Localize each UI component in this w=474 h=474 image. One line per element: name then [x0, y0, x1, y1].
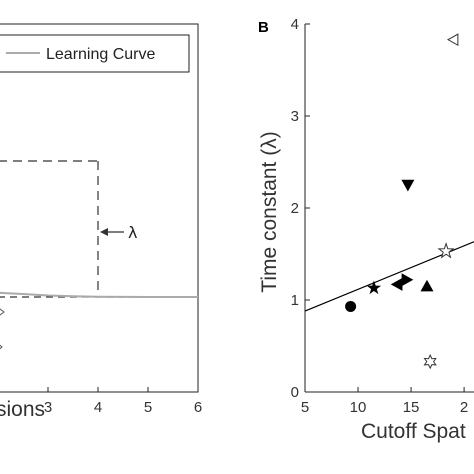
panel-b-y-tick-label: 3: [291, 108, 299, 125]
panel-a-x-tick-label: 3: [44, 399, 52, 416]
panel-b-y-label: Time constant (λ): [258, 131, 281, 292]
data-point-triangle-up-filled: [420, 279, 434, 292]
data-point-triangle-left-outline: [446, 33, 459, 46]
data-point-circle-filled: [345, 300, 357, 312]
panel-b: B 0 1 2 3 4 5 10 15 2 Time constant (λ) Cutoff …: [258, 16, 474, 443]
panel-b-x-tick-label: 5: [301, 399, 309, 416]
panel-b-x-ticks: 5 10 15 2: [301, 387, 468, 416]
lambda-label: λ: [128, 223, 137, 242]
panel-b-y-tick-label: 4: [291, 16, 299, 33]
lambda-arrow-head: [100, 228, 108, 236]
panel-a: 3 4 5 6 Learning Curve λ sions: [0, 23, 202, 421]
data-point-star-outline: [437, 242, 455, 259]
cutoff-marker: [0, 308, 5, 316]
panel-b-letter: B: [258, 19, 269, 36]
scatter-points: [345, 33, 459, 370]
panel-a-x-tick-label: 6: [194, 399, 202, 416]
panel-b-x-tick-label: 10: [350, 399, 367, 416]
panel-b-y-ticks: 0 1 2 3 4: [291, 16, 310, 401]
panel-b-axes: [304, 24, 474, 393]
panel-a-legend: Learning Curve: [0, 34, 190, 73]
panel-b-x-tick-label: 2: [460, 399, 468, 416]
cutoff-star-marker: [0, 344, 3, 350]
panel-b-y-tick-label: 2: [291, 200, 299, 217]
data-point-hexagram-outline: [423, 353, 437, 370]
data-point-triangle-right-filled: [401, 273, 414, 287]
data-point-star-filled: [366, 280, 382, 295]
panel-b-x-label: Cutoff Spat: [361, 420, 466, 443]
panel-a-x-tick-label: 5: [144, 399, 152, 416]
data-point-triangle-left-filled: [390, 277, 403, 291]
panel-b-y-tick-label: 0: [291, 384, 299, 401]
panel-a-x-tick-label: 4: [94, 399, 102, 416]
panel-a-x-label: sions: [0, 398, 45, 421]
panel-a-x-ticks: 3 4 5 6: [44, 387, 202, 416]
learning-curve-line: [0, 291, 198, 298]
panel-a-cut-markers: [0, 308, 5, 350]
panel-a-lambda-annotation: λ: [0, 160, 198, 298]
panel-a-plot-frame: [0, 23, 199, 393]
data-point-triangle-down-filled: [401, 179, 415, 192]
panel-b-x-tick-label: 15: [403, 399, 420, 416]
legend-label-learning-curve: Learning Curve: [46, 46, 156, 63]
panel-b-y-tick-label: 1: [291, 292, 299, 309]
